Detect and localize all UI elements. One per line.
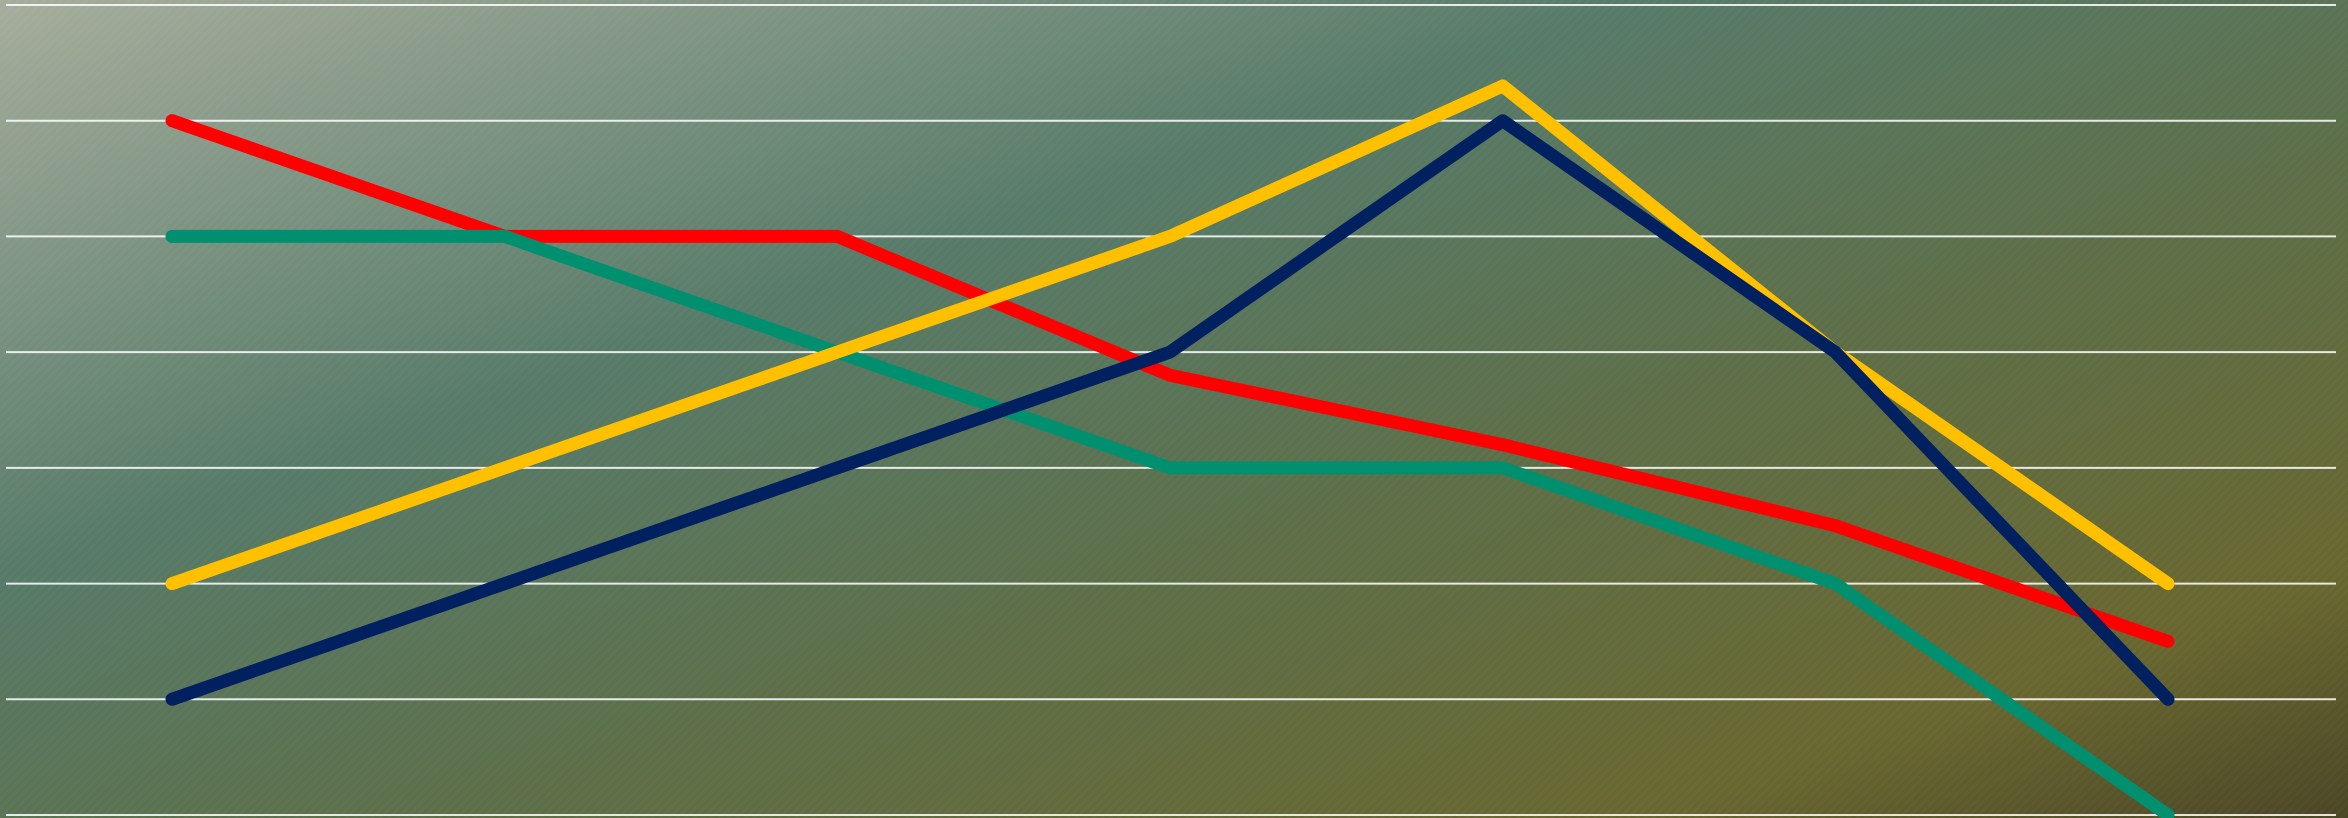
- series-line-4: [165, 114, 2175, 706]
- series-lines: [165, 79, 2175, 818]
- series-line-2: [165, 229, 2175, 818]
